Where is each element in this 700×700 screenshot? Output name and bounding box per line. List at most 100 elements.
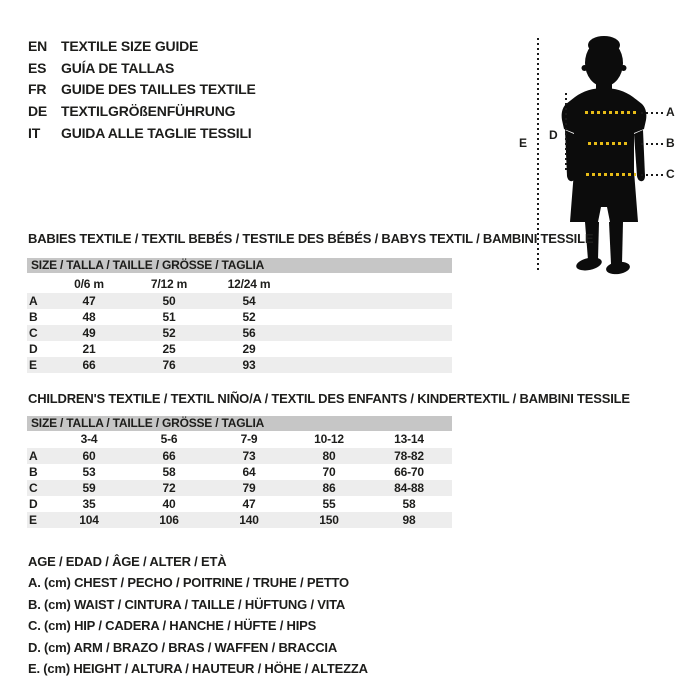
- lang-title: TEXTILGRÖßENFÜHRUNG: [61, 103, 236, 120]
- cell-value: 72: [162, 481, 176, 495]
- cell-value: 80: [322, 449, 336, 463]
- cell-value: 59: [82, 481, 96, 495]
- cell-value: 29: [242, 342, 256, 356]
- row-label: D: [29, 342, 38, 356]
- chest-measure-line-A: [585, 111, 639, 114]
- arm-measure-line-D: [565, 93, 567, 172]
- cell-value: 104: [79, 513, 99, 527]
- row-label: C: [29, 481, 38, 495]
- children-section-title: CHILDREN'S TEXTILE / TEXTIL NIÑO/A / TEX…: [28, 391, 630, 406]
- babies-size-header-bar: SIZE / TALLA / TAILLE / GRÖSSE / TAGLIA: [27, 258, 452, 273]
- cell-value: 140: [239, 513, 259, 527]
- lang-title: TEXTILE SIZE GUIDE: [61, 38, 199, 54]
- cell-value: 60: [82, 449, 96, 463]
- cell-value: 49: [82, 326, 96, 340]
- cell-value: 25: [162, 342, 176, 356]
- lang-row-es: ES GUÍA DE TALLAS: [28, 58, 256, 80]
- babies-col-header: 12/24 m: [227, 277, 271, 291]
- cell-value: 64: [242, 465, 256, 479]
- lang-row-en: EN TEXTILE SIZE GUIDE: [28, 36, 256, 58]
- waist-measure-line-B: [588, 142, 630, 145]
- cell-value: 56: [242, 326, 256, 340]
- row-label: C: [29, 326, 38, 340]
- babies-col-header: 0/6 m: [74, 277, 104, 291]
- height-measure-line-E: [537, 38, 539, 272]
- cell-value: 106: [159, 513, 179, 527]
- row-label: A: [29, 294, 38, 308]
- cell-value: 54: [242, 294, 256, 308]
- lang-code: IT: [28, 124, 41, 141]
- lang-row-fr: FR GUIDE DES TAILLES TEXTILE: [28, 79, 256, 101]
- cell-value: 86: [322, 481, 336, 495]
- lang-code: EN: [28, 38, 48, 54]
- legend-item-arm: D. (cm) ARM / BRAZO / BRAS / WAFFEN / BR…: [28, 639, 338, 655]
- cell-value: 50: [162, 294, 176, 308]
- children-column-header-row: 3-4 5-6 7-9 10-12 13-14: [27, 431, 452, 447]
- lang-code: FR: [28, 81, 47, 98]
- cell-value: 66: [162, 449, 176, 463]
- children-col-header: 13-14: [394, 432, 424, 446]
- cell-value: 52: [242, 310, 256, 324]
- legend-item-chest: A. (cm) CHEST / PECHO / POITRINE / TRUHE…: [28, 575, 349, 591]
- cell-value: 84-88: [394, 481, 424, 495]
- lang-code: ES: [28, 59, 47, 76]
- row-label: D: [29, 497, 38, 511]
- child-silhouette: [561, 36, 647, 275]
- cell-value: 93: [242, 358, 256, 372]
- cell-value: 76: [162, 358, 176, 372]
- children-col-header: 7-9: [240, 432, 258, 446]
- leader-line-A: [641, 112, 663, 114]
- table-row: E 104 106 140 150 98: [27, 512, 452, 528]
- cell-value: 51: [162, 310, 176, 324]
- table-row: D 21 25 29: [27, 341, 452, 357]
- legend-age-line: AGE / EDAD / ÂGE / ALTER / ETÀ: [28, 554, 227, 569]
- lang-row-de: DE TEXTILGRÖßENFÜHRUNG: [28, 101, 256, 123]
- cell-value: 78-82: [394, 449, 424, 463]
- table-row: C 59 72 79 86 84-88: [27, 480, 452, 496]
- babies-column-header-row: 0/6 m 7/12 m 12/24 m: [27, 276, 452, 292]
- cell-value: 52: [162, 326, 176, 340]
- children-size-header-bar: SIZE / TALLA / TAILLE / GRÖSSE / TAGLIA: [27, 416, 452, 431]
- cell-value: 53: [82, 465, 96, 479]
- row-label: B: [29, 465, 38, 479]
- cell-value: 66: [82, 358, 96, 372]
- table-row: D 35 40 47 55 58: [27, 496, 452, 512]
- cell-value: 73: [242, 449, 256, 463]
- leader-line-C: [641, 174, 663, 176]
- cell-value: 35: [82, 497, 96, 511]
- legend-item-height: E. (cm) HEIGHT / ALTURA / HAUTEUR / HÖHE…: [28, 661, 368, 677]
- cell-value: 47: [242, 497, 256, 511]
- cell-value: 47: [82, 294, 96, 308]
- table-row: B 53 58 64 70 66-70: [27, 464, 452, 480]
- cell-value: 55: [322, 497, 336, 511]
- cell-value: 150: [319, 513, 339, 527]
- cell-value: 48: [82, 310, 96, 324]
- measure-label-e: E: [519, 136, 527, 150]
- legend-item-hip: C. (cm) HIP / CADERA / HANCHE / HÜFTE / …: [28, 618, 317, 634]
- children-col-header: 3-4: [80, 432, 98, 446]
- cell-value: 70: [322, 465, 336, 479]
- leader-line-B: [641, 143, 663, 145]
- cell-value: 40: [162, 497, 176, 511]
- cell-value: 58: [162, 465, 176, 479]
- measurement-figure: A B C D E: [505, 25, 697, 280]
- legend-item-waist: B. (cm) WAIST / CINTURA / TAILLE / HÜFTU…: [28, 596, 346, 612]
- babies-section-title: BABIES TEXTILE / TEXTIL BEBÉS / TESTILE …: [28, 231, 594, 246]
- table-row: A 60 66 73 80 78-82: [27, 448, 452, 464]
- language-title-list: EN TEXTILE SIZE GUIDE ES GUÍA DE TALLAS …: [28, 36, 256, 145]
- lang-title: GUÍA DE TALLAS: [61, 59, 175, 76]
- cell-value: 79: [242, 481, 256, 495]
- row-label: E: [29, 513, 37, 527]
- cell-value: 58: [402, 497, 416, 511]
- table-row: C 49 52 56: [27, 325, 452, 341]
- measure-label-b: B: [666, 136, 675, 150]
- cell-value: 66-70: [394, 465, 424, 479]
- children-col-header: 5-6: [160, 432, 178, 446]
- measure-label-d: D: [549, 128, 558, 142]
- table-row: A 47 50 54: [27, 293, 452, 309]
- table-row: B 48 51 52: [27, 309, 452, 325]
- cell-value: 98: [402, 513, 416, 527]
- lang-code: DE: [28, 103, 48, 120]
- lang-row-it: IT GUIDA ALLE TAGLIE TESSILI: [28, 123, 256, 145]
- cell-value: 21: [82, 342, 96, 356]
